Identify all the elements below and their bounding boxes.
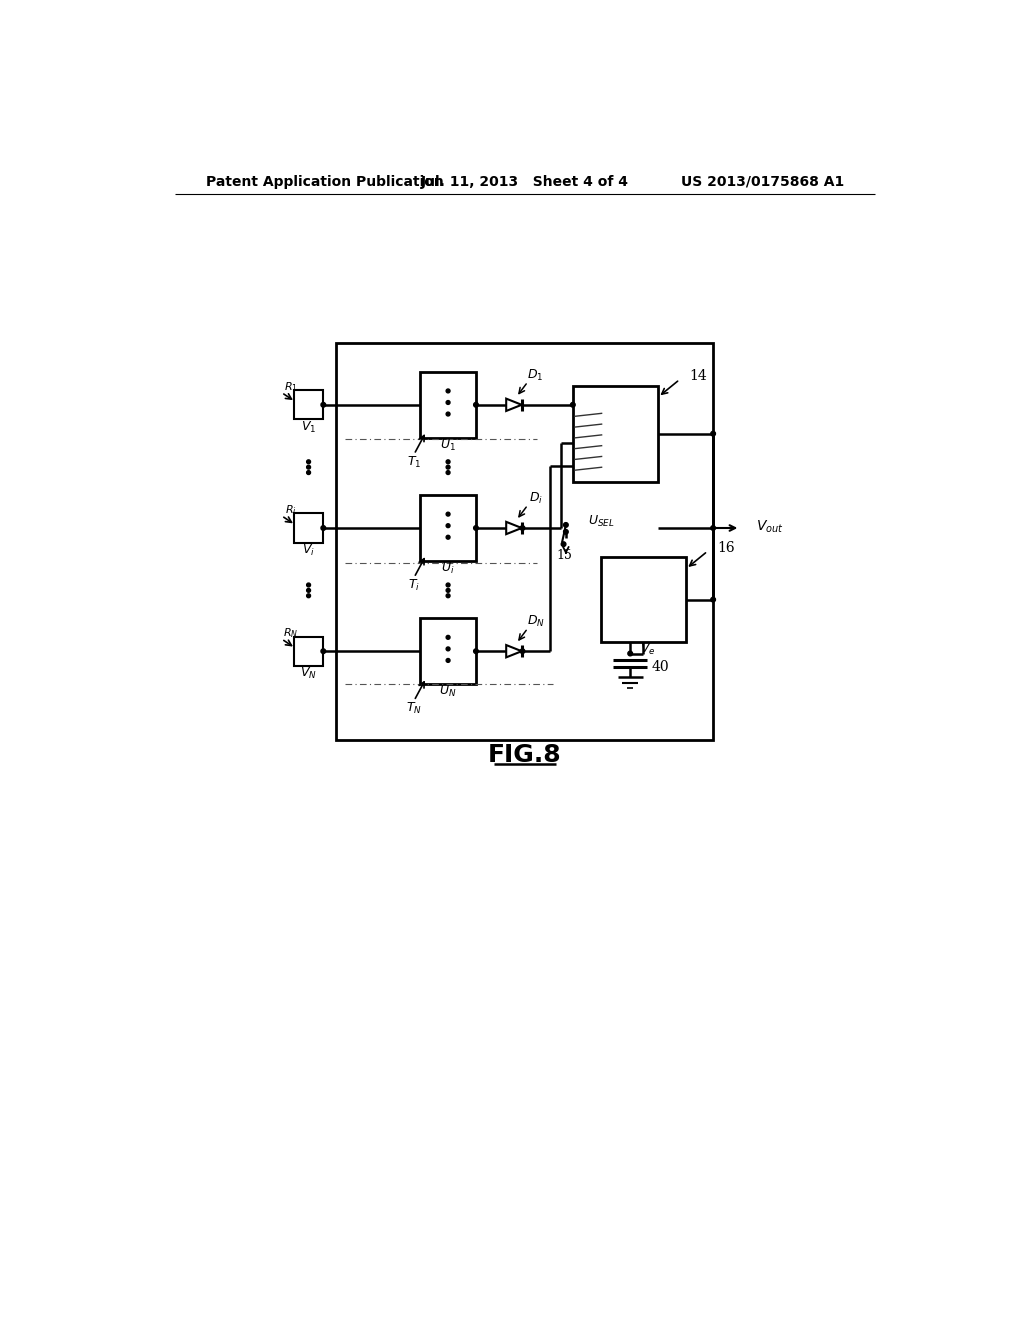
Bar: [345, 618, 485, 676]
Circle shape: [446, 512, 450, 516]
Circle shape: [711, 598, 716, 602]
Text: $V_{out}$: $V_{out}$: [756, 519, 783, 535]
Text: $V_e$: $V_e$: [640, 642, 655, 657]
Text: $U_1$: $U_1$: [440, 438, 456, 453]
Circle shape: [446, 389, 450, 393]
Circle shape: [474, 649, 478, 653]
Text: $D_N$: $D_N$: [526, 614, 545, 630]
Text: $V_1$: $V_1$: [301, 420, 316, 434]
Polygon shape: [506, 645, 521, 657]
Bar: [420, 619, 476, 684]
Circle shape: [306, 589, 310, 593]
Bar: [336, 343, 713, 739]
Text: $U_N$: $U_N$: [439, 684, 457, 700]
Circle shape: [628, 651, 633, 656]
Circle shape: [711, 525, 716, 531]
Bar: [345, 372, 485, 429]
Circle shape: [446, 647, 450, 651]
Circle shape: [321, 403, 326, 407]
Circle shape: [446, 412, 450, 416]
Text: $D_i$: $D_i$: [528, 491, 543, 507]
Text: US 2013/0175868 A1: US 2013/0175868 A1: [681, 174, 844, 189]
Text: $T_i$: $T_i$: [408, 578, 420, 593]
Circle shape: [446, 635, 450, 639]
Circle shape: [446, 583, 450, 587]
Text: 40: 40: [652, 660, 670, 675]
Circle shape: [306, 465, 310, 469]
Bar: [294, 513, 324, 543]
Circle shape: [446, 459, 450, 463]
Circle shape: [520, 525, 525, 531]
Bar: [294, 391, 324, 420]
Circle shape: [563, 523, 568, 527]
Circle shape: [446, 465, 450, 469]
Polygon shape: [506, 399, 521, 411]
Circle shape: [570, 403, 575, 407]
Text: FIG.8: FIG.8: [488, 743, 561, 767]
Circle shape: [561, 543, 566, 546]
Text: $U_i$: $U_i$: [441, 561, 455, 576]
Circle shape: [446, 594, 450, 598]
Text: $R_i$: $R_i$: [285, 503, 297, 517]
Circle shape: [446, 659, 450, 663]
Bar: [601, 557, 686, 642]
Text: $T_1$: $T_1$: [407, 454, 421, 470]
Circle shape: [446, 536, 450, 539]
Circle shape: [306, 583, 310, 587]
Text: 14: 14: [689, 370, 707, 383]
Circle shape: [306, 594, 310, 598]
Text: $R_N$: $R_N$: [283, 627, 298, 640]
Circle shape: [321, 649, 326, 653]
Text: $V_i$: $V_i$: [302, 543, 315, 558]
Text: 15: 15: [556, 549, 572, 562]
Text: 16: 16: [717, 541, 734, 554]
Bar: [572, 385, 658, 482]
Text: $U_{SEL}$: $U_{SEL}$: [588, 515, 614, 529]
Circle shape: [563, 529, 568, 535]
Polygon shape: [506, 521, 521, 535]
Text: $V_N$: $V_N$: [300, 667, 317, 681]
Circle shape: [306, 471, 310, 474]
Circle shape: [446, 400, 450, 404]
Text: $T_N$: $T_N$: [406, 701, 422, 717]
Bar: [345, 495, 485, 553]
Bar: [420, 495, 476, 561]
Text: Jul. 11, 2013   Sheet 4 of 4: Jul. 11, 2013 Sheet 4 of 4: [421, 174, 629, 189]
Text: $D_1$: $D_1$: [527, 368, 544, 383]
Text: $R_1$: $R_1$: [284, 380, 298, 393]
Circle shape: [474, 403, 478, 407]
Bar: [420, 372, 476, 437]
Circle shape: [446, 589, 450, 593]
Circle shape: [446, 524, 450, 528]
Bar: [294, 636, 324, 665]
Circle shape: [321, 525, 326, 531]
Circle shape: [306, 459, 310, 463]
Text: Patent Application Publication: Patent Application Publication: [206, 174, 443, 189]
Circle shape: [474, 525, 478, 531]
Circle shape: [446, 471, 450, 474]
Circle shape: [711, 432, 716, 436]
Circle shape: [520, 649, 525, 653]
